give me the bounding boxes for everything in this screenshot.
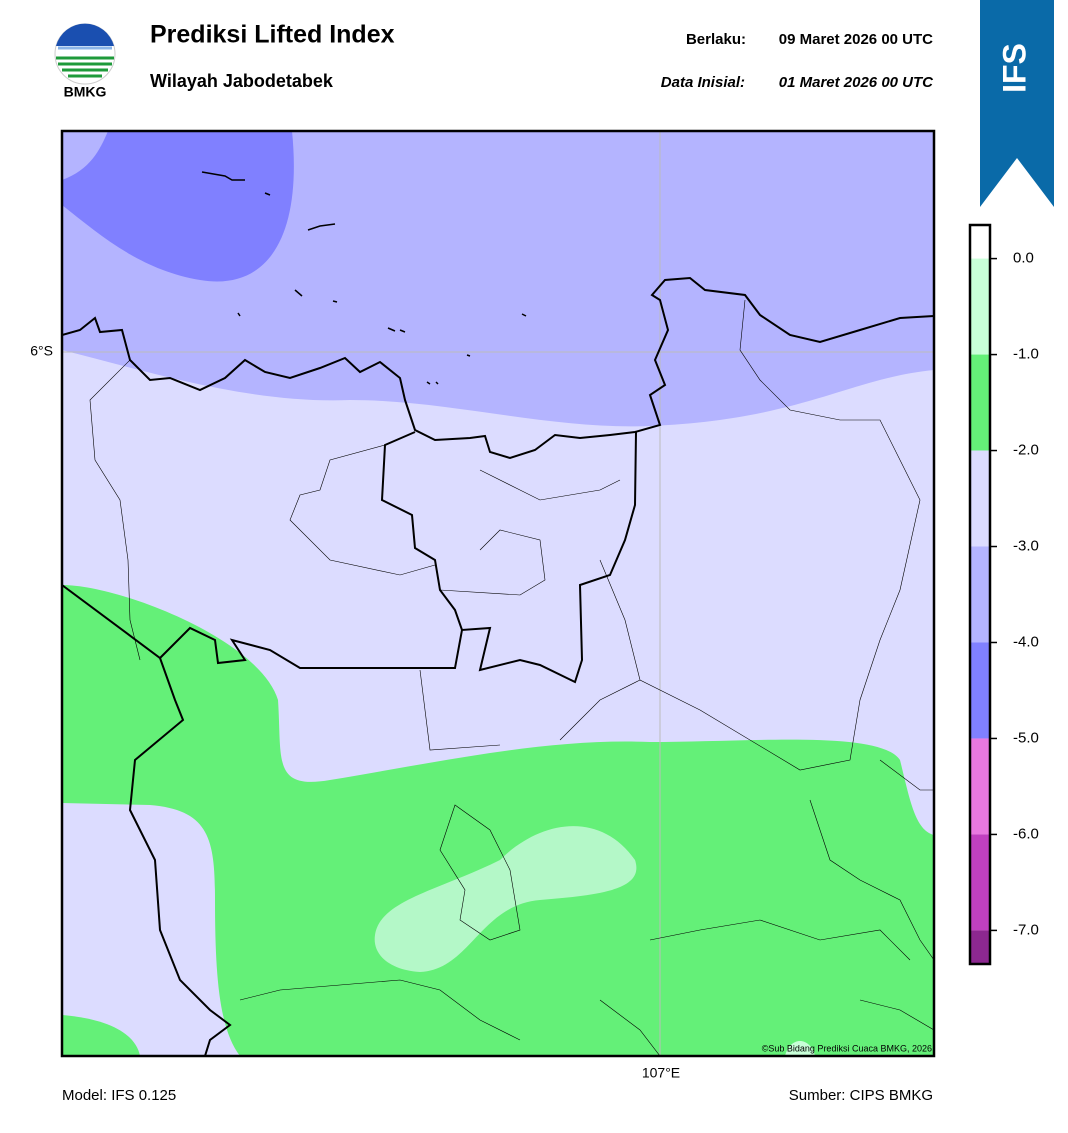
subtitle: Wilayah Jabodetabek	[150, 71, 334, 91]
lat-label: 6°S	[30, 343, 53, 359]
credit: ©Sub Bidang Prediksi Cuaca BMKG, 2026	[762, 1043, 932, 1053]
colorbar-tick-label: -5.0	[1013, 729, 1039, 746]
colorbar-segment	[970, 450, 990, 547]
colorbar-frame	[968, 223, 992, 966]
colorbar-segment	[970, 354, 990, 451]
colorbar-tick-label: 0.0	[1013, 250, 1034, 267]
colorbar: 0.0 -1.0 -2.0 -3.0 -4.0 -5.0 -6.0 -7.0	[968, 223, 1039, 966]
colorbar-tick-label: -7.0	[1013, 921, 1039, 938]
source-label: Sumber: CIPS BMKG	[789, 1087, 933, 1104]
badge	[980, 0, 1054, 207]
colorbar-segment	[970, 258, 990, 355]
map-frame	[60, 129, 936, 1058]
colorbar-tick-label: -2.0	[1013, 442, 1039, 459]
logo-text: BMKG	[64, 84, 107, 100]
colorbar-segment	[970, 546, 990, 643]
badge-text: IFS	[996, 43, 1032, 93]
colorbar-tick-label: -3.0	[1013, 537, 1039, 554]
map: ©Sub Bidang Prediksi Cuaca BMKG, 2026	[62, 131, 934, 1056]
model-label: Model: IFS 0.125	[62, 1087, 176, 1104]
colorbar-tick-label: -1.0	[1013, 346, 1039, 363]
colorbar-segment	[970, 738, 990, 835]
title: Prediksi Lifted Index	[150, 21, 395, 49]
lon-label: 107°E	[642, 1065, 680, 1081]
init-label: Data Inisial:	[661, 74, 745, 91]
valid-time: 09 Maret 2026 00 UTC	[779, 31, 933, 48]
colorbar-segment	[970, 225, 990, 259]
init-time: 01 Maret 2026 00 UTC	[779, 74, 934, 91]
colorbar-segment	[970, 642, 990, 739]
logo: BMKG	[54, 23, 116, 100]
colorbar-segment	[970, 930, 990, 964]
colorbar-tick-label: -6.0	[1013, 825, 1039, 842]
valid-label: Berlaku:	[686, 31, 746, 48]
colorbar-tick-label: -4.0	[1013, 633, 1039, 650]
colorbar-segment	[970, 834, 990, 931]
